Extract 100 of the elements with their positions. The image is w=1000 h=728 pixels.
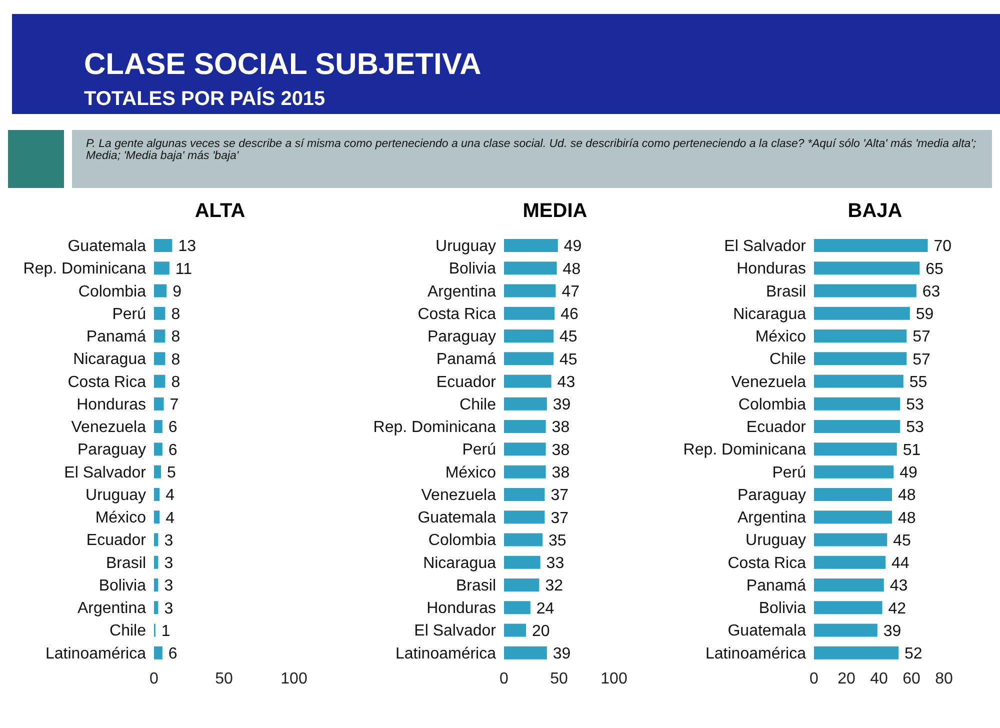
- x-tick-label: 50: [550, 670, 568, 688]
- data-label: 46: [560, 306, 578, 324]
- y-tick-label: Venezuela: [71, 419, 146, 436]
- y-tick-label: Guatemala: [68, 238, 146, 255]
- bar: [504, 262, 557, 275]
- y-tick-label: Colombia: [738, 396, 806, 414]
- y-tick-label: Perú: [772, 464, 806, 482]
- data-label: 43: [890, 578, 908, 595]
- data-label: 3: [164, 555, 174, 572]
- data-label: 35: [548, 532, 566, 550]
- bar: [814, 397, 900, 410]
- chart-subtitle: TOTALES POR PAÍS 2015: [84, 88, 326, 111]
- data-label: 7: [170, 396, 179, 414]
- bar: [504, 488, 545, 501]
- chart-title: CLASE SOCIAL SUBJETIVA: [84, 48, 482, 82]
- bar: [504, 465, 546, 478]
- x-tick-label: 0: [500, 670, 509, 688]
- bar: [504, 442, 546, 456]
- bar: [814, 624, 878, 637]
- bar: [504, 284, 556, 298]
- data-label: 37: [550, 487, 569, 504]
- bar: [814, 442, 897, 456]
- y-tick-label: Honduras: [736, 260, 806, 278]
- y-tick-label: Bolivia: [98, 577, 146, 594]
- data-label: 39: [883, 622, 902, 640]
- bar: [814, 465, 894, 478]
- data-label: 33: [546, 555, 564, 572]
- bar: [154, 284, 167, 298]
- bar: [154, 646, 162, 660]
- y-tick-label: Brasil: [456, 577, 496, 594]
- y-tick-label: Perú: [112, 306, 146, 323]
- data-label: 3: [164, 532, 174, 550]
- y-tick-label: Venezuela: [421, 486, 496, 504]
- bar: [814, 488, 892, 501]
- data-label: 65: [926, 260, 944, 278]
- y-tick-label: Latinoamérica: [46, 645, 146, 662]
- x-tick-label: 60: [902, 670, 920, 688]
- x-tick-label: 0: [810, 670, 819, 688]
- bar: [154, 488, 160, 501]
- bar: [154, 556, 158, 569]
- data-label: 20: [532, 622, 550, 640]
- y-tick-label: Brasil: [766, 283, 806, 300]
- data-label: 59: [916, 306, 934, 324]
- data-label: 39: [552, 396, 571, 414]
- y-tick-label: Chile: [770, 351, 806, 368]
- data-label: 42: [888, 600, 906, 618]
- bar: [154, 239, 172, 252]
- data-label: 8: [171, 328, 180, 346]
- data-label: 6: [168, 442, 178, 459]
- bar: [814, 330, 907, 343]
- bar: [504, 352, 554, 366]
- data-label: 13: [178, 238, 196, 256]
- bar: [504, 624, 526, 637]
- bar: [154, 397, 164, 410]
- bar: [814, 601, 882, 614]
- data-label: 38: [552, 464, 570, 482]
- bar: [154, 330, 166, 343]
- y-tick-label: Venezuela: [731, 374, 806, 391]
- bar: [504, 420, 546, 434]
- bar: [814, 374, 904, 388]
- y-tick-label: Honduras: [76, 396, 146, 414]
- bar: [504, 646, 547, 660]
- y-tick-label: Nicaragua: [423, 554, 496, 572]
- bar: [814, 646, 898, 660]
- bar: [154, 442, 162, 456]
- y-tick-label: Ecuador: [86, 532, 147, 550]
- data-label: 11: [175, 260, 192, 278]
- y-tick-label: Paraguay: [78, 442, 146, 459]
- data-label: 49: [900, 464, 918, 482]
- y-tick-label: Chile: [460, 396, 496, 414]
- data-label: 70: [934, 238, 952, 256]
- x-tick-label: 100: [600, 670, 628, 688]
- y-tick-label: Costa Rica: [418, 306, 496, 323]
- y-tick-label: Perú: [462, 442, 496, 459]
- y-tick-label: Argentina: [78, 600, 146, 618]
- data-label: 53: [906, 419, 924, 436]
- data-label: 6: [168, 646, 178, 663]
- data-label: 8: [171, 306, 180, 324]
- y-tick-label: El Salvador: [724, 238, 807, 255]
- data-label: 45: [560, 351, 578, 368]
- y-tick-label: Bolivia: [758, 600, 806, 618]
- y-tick-label: Argentina: [428, 283, 496, 300]
- y-tick-label: Uruguay: [746, 532, 806, 550]
- data-label: 24: [536, 600, 554, 618]
- data-label: 51: [902, 442, 921, 459]
- y-tick-label: El Salvador: [414, 622, 497, 640]
- data-label: 45: [560, 328, 578, 346]
- data-label: 8: [171, 374, 180, 391]
- bar: [154, 510, 160, 524]
- bar: [504, 601, 530, 614]
- bar: [814, 510, 892, 524]
- bar: [154, 601, 158, 614]
- bar: [504, 533, 542, 546]
- data-label: 1: [161, 622, 170, 640]
- data-label: 52: [904, 646, 922, 663]
- data-label: 5: [167, 464, 176, 482]
- y-tick-label: Costa Rica: [728, 554, 806, 572]
- y-tick-label: El Salvador: [64, 464, 147, 482]
- y-tick-label: Nicaragua: [733, 306, 806, 323]
- text: P. La gente algunas veces se describe a sí misma como perteneciendo a una clase social. Ud. se describiría como perteneciendo a la clase? *Aquí sólo 'Alta' más 'media alta'; Media; 'Media baja' más 'baja': [85, 137, 978, 164]
